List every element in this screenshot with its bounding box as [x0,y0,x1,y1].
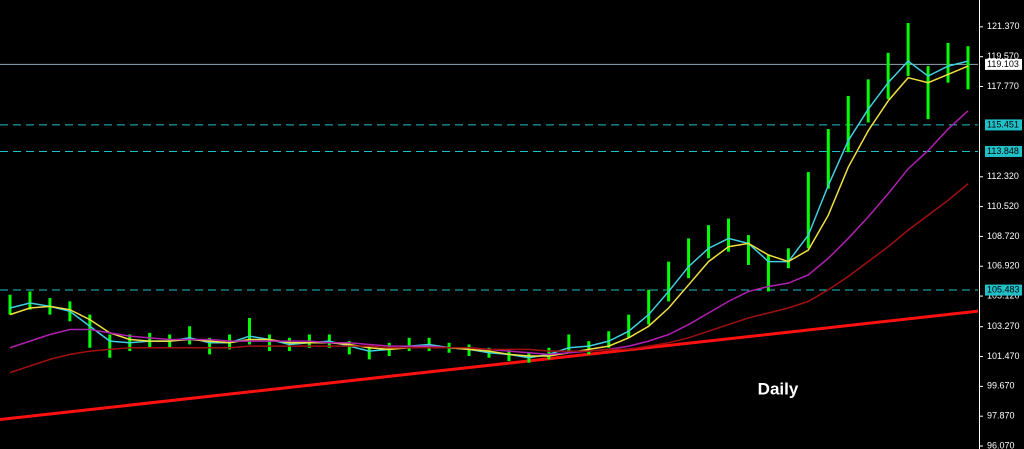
moving-average [9,65,969,357]
price-level-label: 119.103 [987,59,1019,69]
y-tick-label: 108.720 [987,231,1020,241]
price-level-tag [985,119,1022,131]
price-level-label: 113.848 [987,146,1019,156]
y-tick-label: 97.870 [987,411,1015,421]
y-tick-label: 103.270 [987,321,1020,331]
y-tick-label: 121.370 [987,21,1020,31]
y-tick-label: 96.070 [987,440,1015,449]
y-tick-label: 110.520 [987,201,1019,211]
y-tick-label: 101.470 [987,351,1020,361]
price-level-label: 105.483 [987,284,1020,294]
y-tick-label: 117.770 [987,81,1019,91]
moving-average [9,183,969,374]
y-tick-label: 119.570 [987,51,1019,61]
y-tick-label: 112.320 [987,171,1019,181]
trendline [0,309,979,421]
price-level-label: 115.451 [987,119,1019,129]
price-level-tag [985,58,1022,70]
price-level-tag [985,145,1022,157]
price-level-tag [985,284,1022,296]
timeframe-label: Daily [758,379,799,398]
y-tick-label: 106.920 [987,261,1020,271]
y-tick-label: 99.670 [987,381,1015,391]
